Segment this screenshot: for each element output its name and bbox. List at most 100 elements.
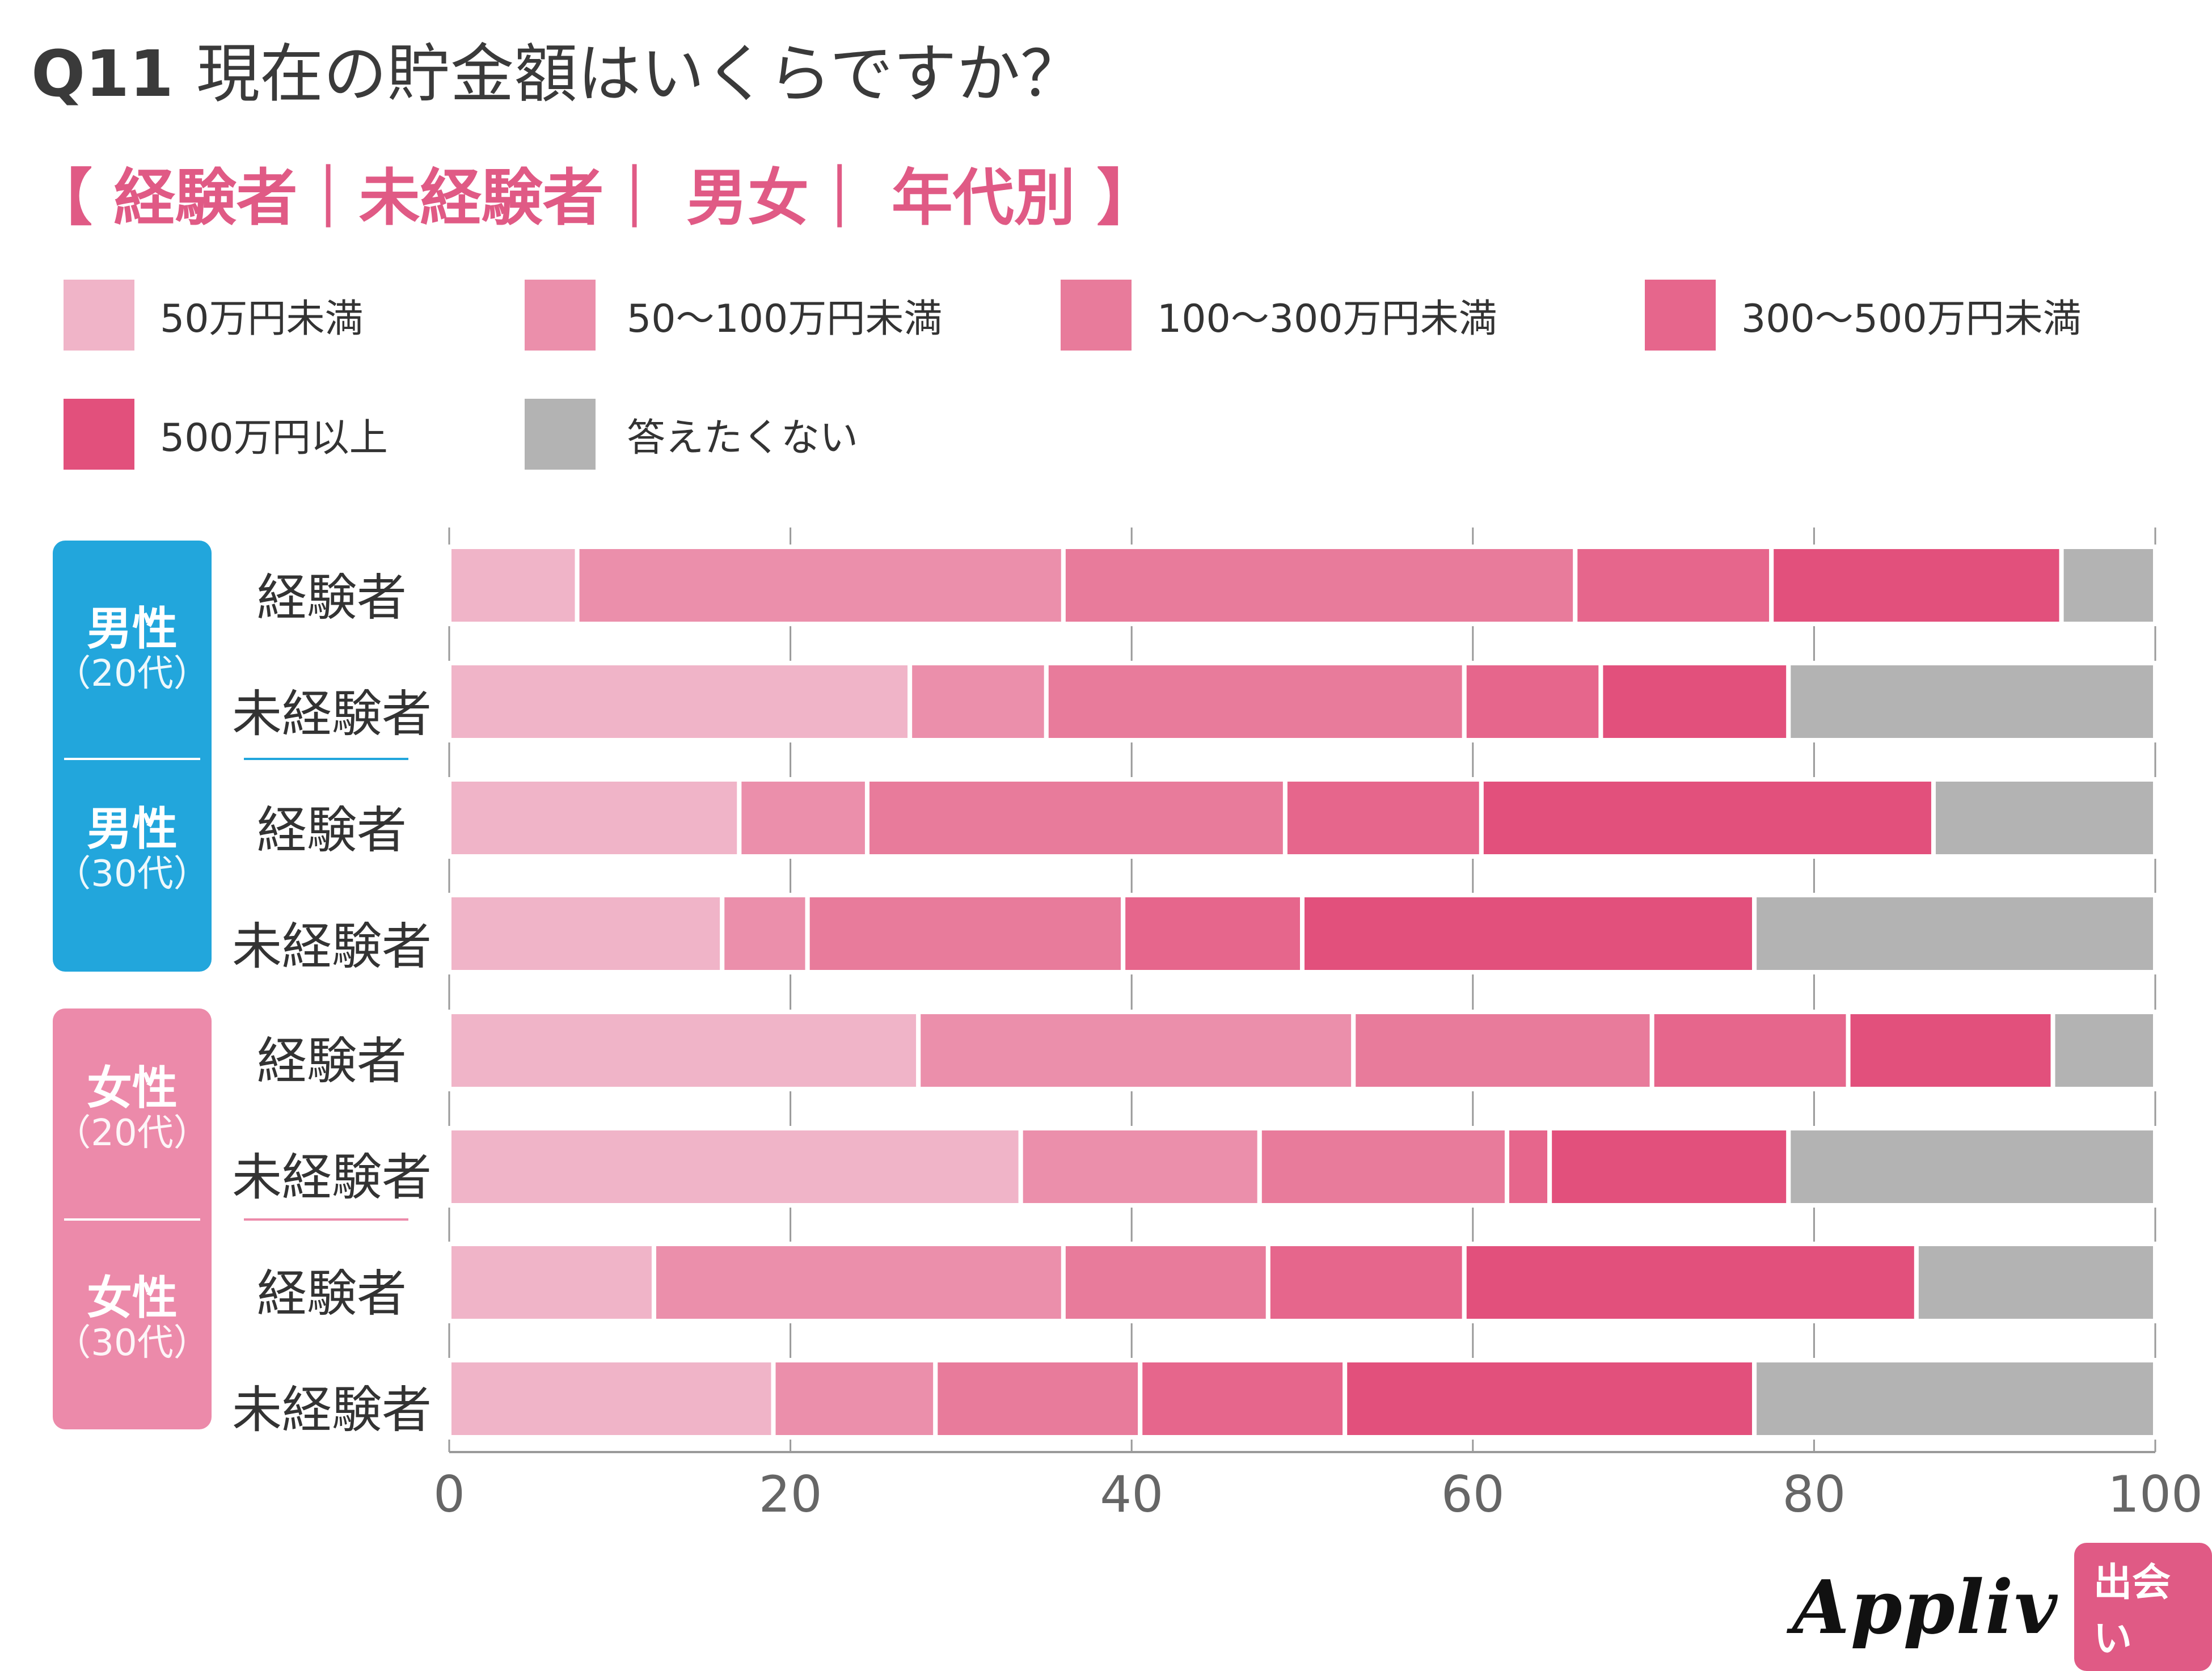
group-gender: 男性 xyxy=(87,602,178,655)
chart-subtitle: 【 経験者｜未経験者｜ 男女｜ 年代別 】 xyxy=(31,163,1158,234)
bar-segment xyxy=(575,545,1066,626)
legend-swatch xyxy=(64,280,134,351)
bar-segment xyxy=(1504,1126,1552,1208)
x-tick-label: 80 xyxy=(1782,1465,1846,1524)
legend-label: 500万円以上 xyxy=(160,416,388,461)
legend-swatch xyxy=(1061,280,1132,351)
x-tick-label: 20 xyxy=(759,1465,822,1524)
bar-segment xyxy=(1282,777,1484,859)
bar-segment xyxy=(1300,893,1757,974)
bar-segment xyxy=(1061,1242,1270,1323)
legend-item: 答えたくない xyxy=(525,399,858,470)
legend-swatch xyxy=(525,399,596,470)
bar-segment xyxy=(447,661,913,742)
bar-segment xyxy=(737,777,869,859)
row-label: 未経験者 xyxy=(231,685,432,743)
x-tick-label: 40 xyxy=(1100,1465,1163,1524)
applive-logo: Appliv xyxy=(1792,1563,2058,1651)
bar-segment xyxy=(447,1358,776,1440)
legend-label: 300〜500万円未満 xyxy=(1741,297,2082,341)
bar-segment xyxy=(1462,1242,1919,1323)
bar-segment xyxy=(1769,545,2064,626)
bar-segment xyxy=(1018,1126,1262,1208)
legend-label: 50〜100万円未満 xyxy=(627,297,943,341)
row-label: 未経験者 xyxy=(231,1381,432,1439)
chart-title: Q11 現在の貯金額はいくらですか？ xyxy=(31,23,1084,115)
bar-segment xyxy=(1479,777,1936,859)
bar-segment xyxy=(1914,1242,2158,1323)
legend-item: 500万円以上 xyxy=(64,399,388,470)
bar-segment xyxy=(1044,661,1467,742)
row-divider-male xyxy=(244,758,408,760)
legend-label: 50万円未満 xyxy=(160,297,364,341)
group-divider xyxy=(64,758,200,760)
bar-segment xyxy=(933,1358,1143,1440)
bar-segment xyxy=(1786,661,2158,742)
bar-segment xyxy=(447,545,580,626)
bar-segment xyxy=(1138,1358,1348,1440)
group-label-male-20s: 男性 （20代） xyxy=(53,604,212,694)
bar-segment xyxy=(447,1010,921,1091)
bar-segment xyxy=(447,893,725,974)
group-age: （30代） xyxy=(54,853,210,895)
bar-segment xyxy=(1343,1358,1757,1440)
male-group-box xyxy=(53,541,212,972)
bar-segment xyxy=(1351,1010,1654,1091)
bar-segment xyxy=(771,1358,938,1440)
group-gender: 女性 xyxy=(87,1062,178,1115)
legend-item: 50万円未満 xyxy=(64,280,364,351)
legend-item: 100〜300万円未満 xyxy=(1061,280,1497,351)
legend-swatch xyxy=(1645,280,1716,351)
bar-segment xyxy=(447,1126,1023,1208)
group-age: （20代） xyxy=(54,653,210,695)
bar-segment xyxy=(1752,893,2158,974)
row-label: 未経験者 xyxy=(231,1148,432,1206)
bar-segment xyxy=(1752,1358,2158,1440)
row-divider-female xyxy=(244,1218,408,1221)
group-age: （20代） xyxy=(54,1112,210,1154)
bar-segment xyxy=(1846,1010,2055,1091)
legend-label: 答えたくない xyxy=(627,416,859,461)
group-divider xyxy=(64,1218,200,1221)
row-label: 未経験者 xyxy=(231,917,432,976)
legend-item: 50〜100万円未満 xyxy=(525,280,942,351)
bar-segment xyxy=(1786,1126,2158,1208)
legend-swatch xyxy=(64,399,134,470)
group-label-female-20s: 女性 （20代） xyxy=(53,1062,212,1154)
bar-segment xyxy=(1462,661,1603,742)
bar-segment xyxy=(907,661,1049,742)
bar-segment xyxy=(1265,1242,1467,1323)
x-tick-label: 100 xyxy=(2108,1465,2203,1524)
bar-segment xyxy=(1061,545,1578,626)
legend-item: 300〜500万円未満 xyxy=(1645,280,2082,351)
bar-segment xyxy=(864,777,1287,859)
group-age: （30代） xyxy=(54,1322,210,1364)
bar-segment xyxy=(447,777,742,859)
bar-segment xyxy=(2059,545,2158,626)
brand: Appliv 出会い xyxy=(1792,1543,2212,1671)
group-gender: 女性 xyxy=(87,1272,178,1324)
bar-segment xyxy=(1649,1010,1851,1091)
bar-segment xyxy=(651,1242,1066,1323)
bar-segment xyxy=(1257,1126,1509,1208)
brand-badge: 出会い xyxy=(2074,1543,2212,1671)
bar-segment xyxy=(720,893,810,974)
bar-segment xyxy=(1573,545,1774,626)
group-gender: 男性 xyxy=(87,803,178,855)
x-tick-label: 60 xyxy=(1441,1465,1505,1524)
bar-segment xyxy=(1598,661,1791,742)
bar-segment xyxy=(1931,777,2158,859)
bar-segment xyxy=(805,893,1126,974)
bar-segment xyxy=(447,1242,656,1323)
bar-segment xyxy=(1121,893,1305,974)
question-text: 現在の貯金額はいくらですか？ xyxy=(196,37,1084,111)
x-tick-label: 0 xyxy=(433,1465,465,1524)
group-label-female-30s: 女性 （30代） xyxy=(53,1272,212,1364)
legend-label: 100〜300万円未満 xyxy=(1157,297,1497,341)
row-label: 経験者 xyxy=(256,568,407,627)
question-number: Q11 xyxy=(31,37,174,111)
row-label: 経験者 xyxy=(256,801,407,859)
bar-segment xyxy=(2050,1010,2158,1091)
row-label: 経験者 xyxy=(256,1032,407,1090)
